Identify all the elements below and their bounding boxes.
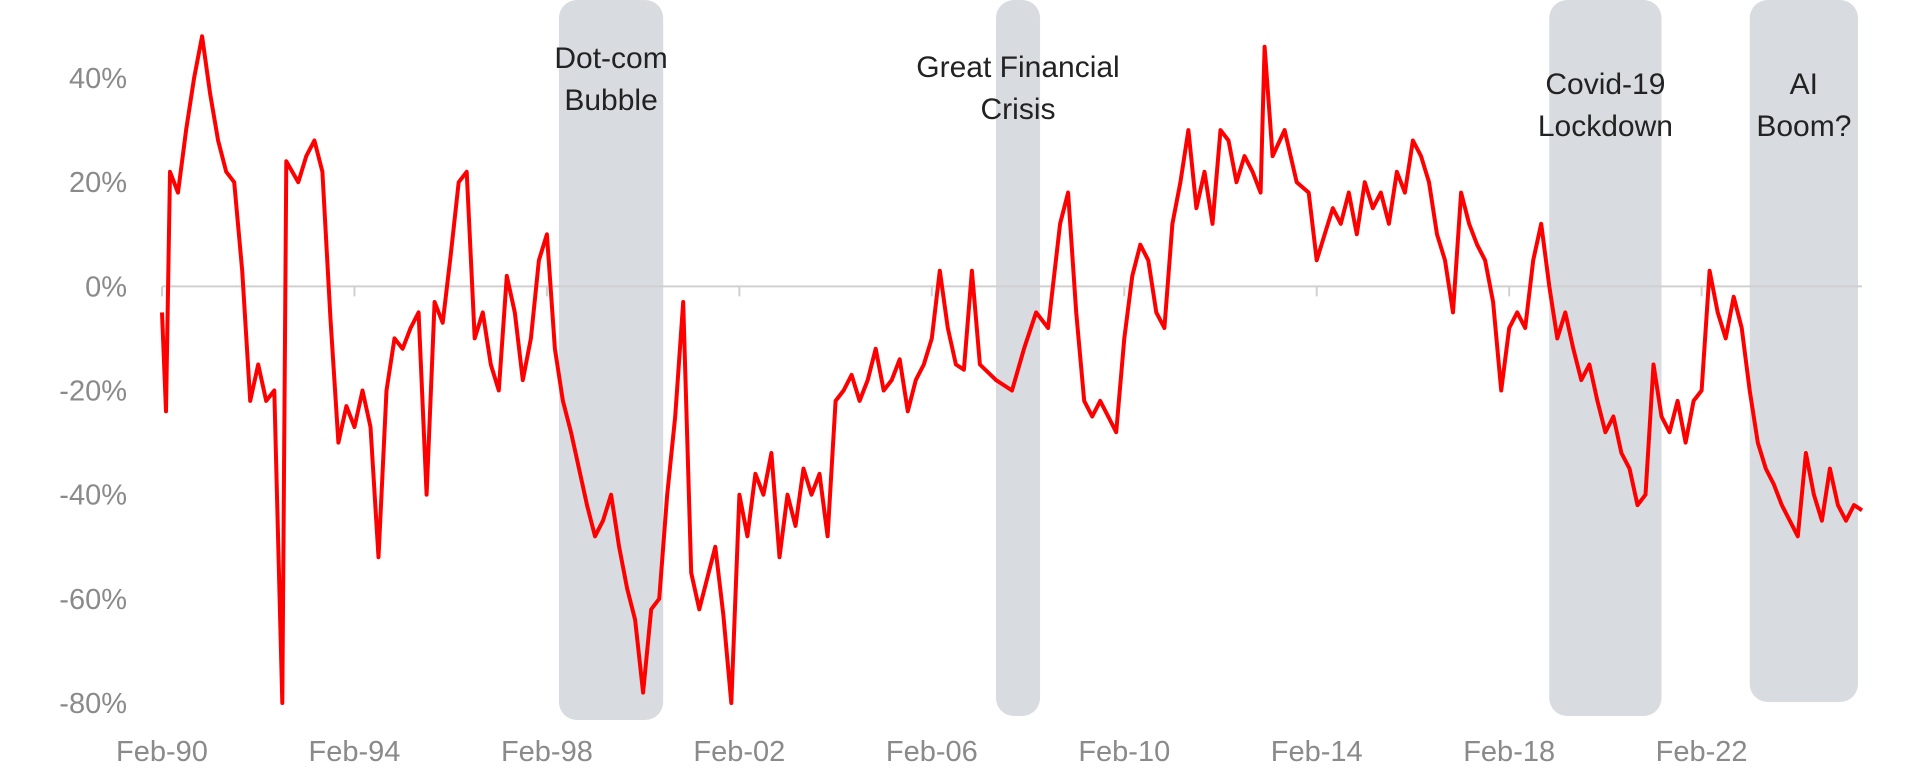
x-tick-label: Feb-02 xyxy=(693,736,785,768)
shaded-period-0 xyxy=(558,0,664,720)
period-label-2-line-0: Covid-19 xyxy=(1545,68,1665,101)
period-label-3-line-0: AI xyxy=(1790,68,1818,101)
y-tick-label: -20% xyxy=(59,376,127,408)
period-label-0-line-0: Dot-com xyxy=(554,42,667,75)
period-label-1-line-0: Great Financial xyxy=(916,51,1119,84)
y-tick-label: 40% xyxy=(69,63,127,95)
y-tick-label: 0% xyxy=(85,271,127,303)
x-tick-label: Feb-22 xyxy=(1656,736,1748,768)
period-label-3-line-1: Boom? xyxy=(1756,110,1851,143)
period-label-2-line-1: Lockdown xyxy=(1538,110,1673,143)
series-line xyxy=(160,34,1864,705)
x-tick-label: Feb-90 xyxy=(116,736,208,768)
y-tick-label: -60% xyxy=(59,584,127,616)
x-tick-label: Feb-18 xyxy=(1463,736,1555,768)
y-tick-label: -40% xyxy=(59,480,127,512)
shaded-period-2 xyxy=(1549,0,1662,716)
period-label-0-line-1: Bubble xyxy=(564,84,657,117)
x-tick-label: Feb-14 xyxy=(1271,736,1363,768)
x-tick-label: Feb-10 xyxy=(1078,736,1170,768)
x-tick-label: Feb-98 xyxy=(501,736,593,768)
x-tick-marks xyxy=(161,286,1703,297)
shaded-period-3 xyxy=(1749,0,1858,702)
y-axis-tick-labels: 40% 20% 0% -20% -40% -60% -80% xyxy=(59,63,127,720)
y-tick-label: -80% xyxy=(59,688,127,720)
period-labels: Dot-com Bubble Great Financial Crisis Covid-… xyxy=(554,42,1851,143)
x-tick-label: Feb-06 xyxy=(886,736,978,768)
y-tick-label: 20% xyxy=(69,167,127,199)
shaded-period-1 xyxy=(995,0,1041,716)
x-axis-tick-labels: Feb-90 Feb-94 Feb-98 Feb-02 Feb-06 Feb-10 Feb-… xyxy=(116,736,1748,768)
period-label-1-line-1: Crisis xyxy=(981,93,1056,126)
shaded-periods xyxy=(558,0,1858,720)
x-tick-label: Feb-94 xyxy=(309,736,401,768)
